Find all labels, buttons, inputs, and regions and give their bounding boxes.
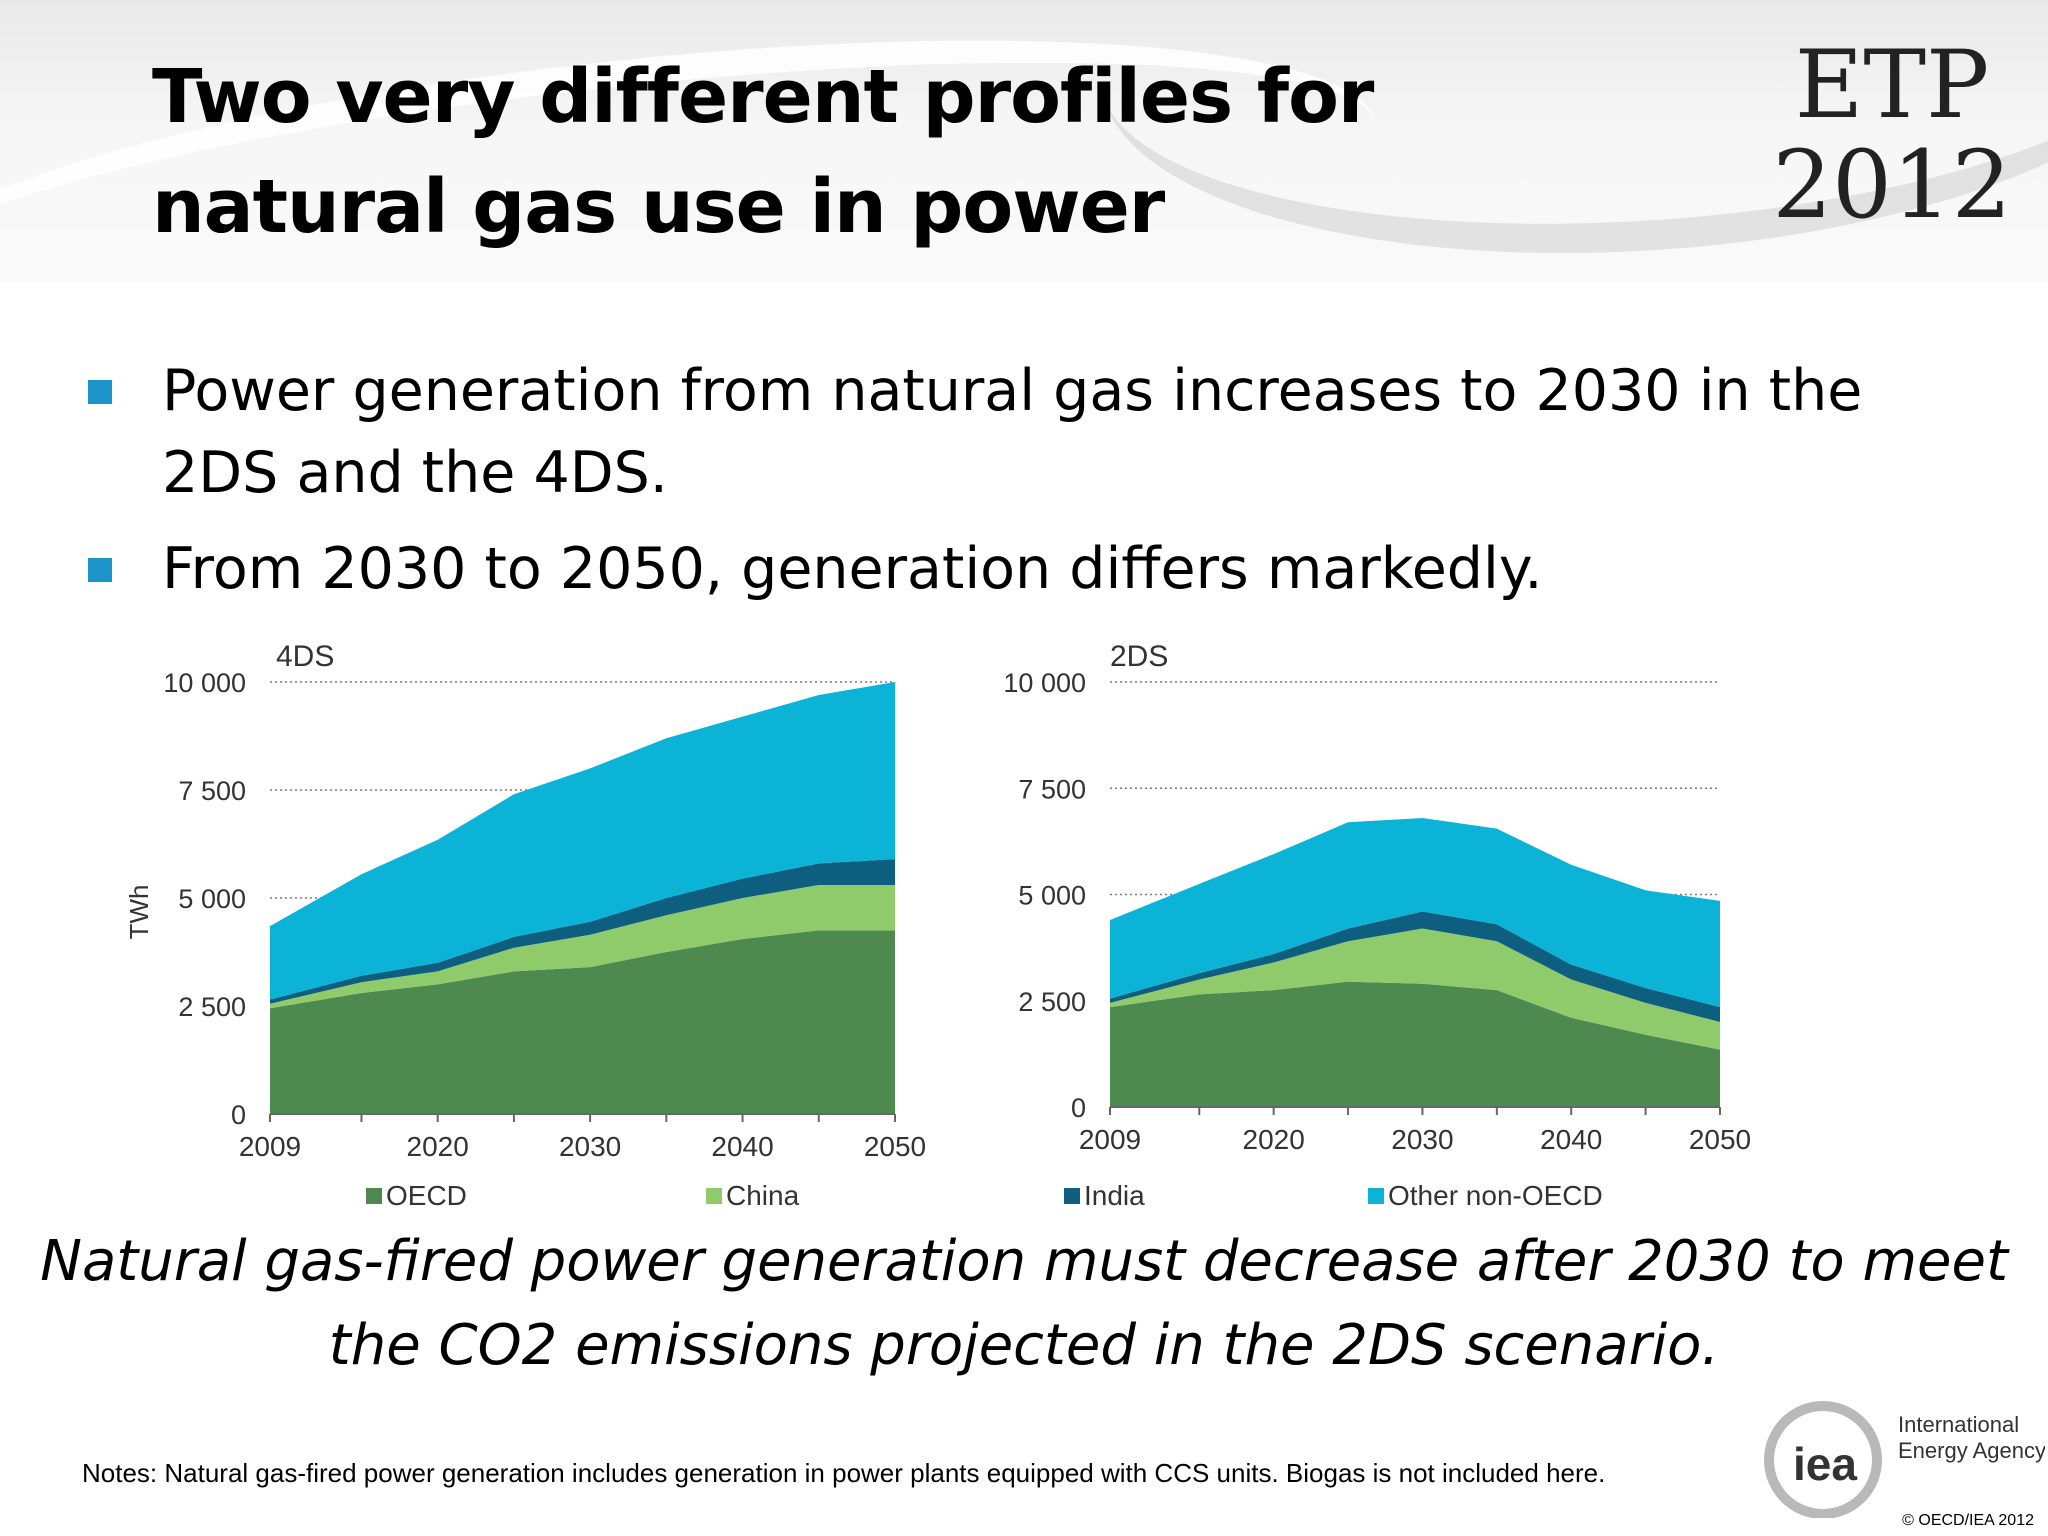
area-other-non-oecd [270,682,895,1000]
etp-badge-line2: 2012 [1772,131,2012,240]
x-tick-label: 2040 [1540,1124,1602,1155]
bullet-text: Power generation from natural gas increa… [162,358,1863,506]
title-banner: Two very different profiles for natural … [0,0,2048,282]
legend-swatch [1368,1188,1384,1204]
x-tick-label: 2040 [711,1131,773,1162]
y-tick-label: 10 000 [163,668,246,698]
legend-item: China [706,1180,799,1212]
x-tick-label: 2030 [559,1131,621,1162]
y-tick-label: 0 [1071,1093,1086,1123]
legend-swatch [706,1188,722,1204]
iea-logo-ring [1764,1401,1882,1518]
area-india [270,859,895,1004]
legend-swatch [1064,1188,1080,1204]
notes-text: Notes: Natural gas-fired power generatio… [82,1458,1606,1488]
bullet-list: Power generation from natural gas increa… [86,350,1986,624]
slide-title: Two very different profiles for natural … [152,54,1374,282]
x-tick-label: 2030 [1391,1124,1453,1155]
y-tick-label: 10 000 [1003,668,1086,698]
chart-title: 4DS [276,640,334,673]
legend-swatch [366,1188,382,1204]
etp-badge: ETP 2012 [1762,36,2022,236]
x-tick-label: 2050 [1689,1124,1751,1155]
iea-logo-letters: iea [1793,1438,1857,1490]
bullet-square-icon [88,558,112,582]
y-tick-label: 5 000 [1018,881,1086,911]
legend-item: OECD [366,1180,467,1212]
area-india [1110,911,1720,1022]
area-oecd [1110,981,1720,1107]
conclusion-text: Natural gas-fired power generation must … [40,1229,2008,1378]
legend-label: Other non-OECD [1388,1180,1603,1211]
x-tick-label: 2020 [407,1131,469,1162]
y-axis-label: TWh [124,885,154,940]
area-china [1110,928,1720,1050]
bullet-text: From 2030 to 2050, generation differs ma… [162,536,1543,602]
x-tick-label: 2020 [1243,1124,1305,1155]
bullet-item: Power generation from natural gas increa… [86,350,1986,514]
legend-label: China [726,1180,800,1211]
copyright-text: © OECD/IEA 2012 [1902,1512,2034,1529]
area-oecd [270,930,895,1114]
y-tick-label: 2 500 [1018,987,1086,1017]
x-tick-label: 2050 [864,1131,926,1162]
etp-badge-line1: ETP [1794,31,1990,140]
y-tick-label: 5 000 [178,884,246,914]
y-tick-label: 0 [231,1100,246,1130]
area-china [270,885,895,1009]
legend-item: India [1064,1180,1145,1212]
chart-legend: OECD China India Other non-OECD [0,1180,2048,1220]
y-tick-label: 7 500 [178,776,246,806]
iea-logo-name-line2: Energy Agency [1898,1438,2045,1463]
chart-title: 2DS [1110,640,1168,673]
legend-label: OECD [386,1180,467,1211]
x-tick-label: 2009 [239,1131,301,1162]
y-tick-label: 7 500 [1018,774,1086,804]
y-tick-label: 2 500 [178,992,246,1022]
bullet-square-icon [88,380,112,404]
legend-item: Other non-OECD [1368,1180,1603,1212]
area-other-non-oecd [1110,818,1720,1008]
charts-area: 0 2 500 5 000 7 500 10 000 2009 2020 2030 2040 20… [124,640,1751,1162]
legend-label: India [1084,1180,1145,1211]
x-tick-label: 2009 [1079,1124,1141,1155]
bullet-item: From 2030 to 2050, generation differs ma… [86,528,1986,610]
iea-logo: iea International Energy Agency [1764,1401,2045,1518]
iea-logo-name-line1: International [1898,1412,2019,1437]
